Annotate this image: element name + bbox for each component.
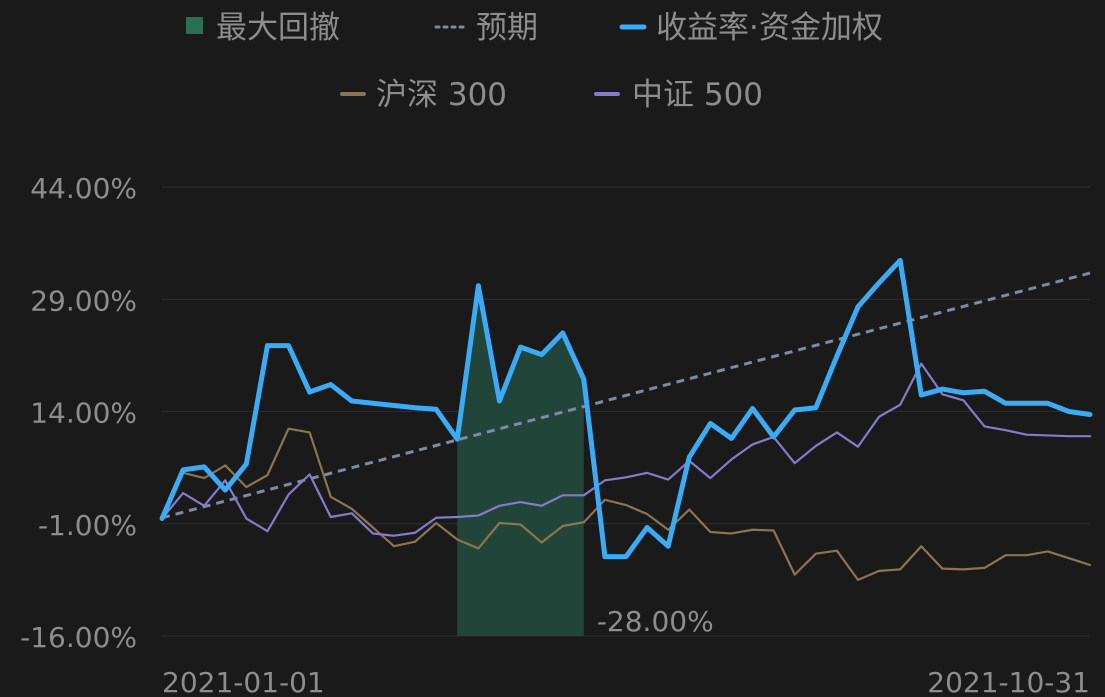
legend-item-return[interactable]: 收益率·资金加权	[619, 10, 883, 46]
legend-label-zz500: 中证 500	[632, 77, 763, 113]
y-tick-label-0: 44.00%	[30, 172, 137, 205]
gridlines	[162, 186, 1090, 637]
y-tick-label-3: -1.00%	[38, 509, 137, 542]
legend-label-expected: 预期	[476, 10, 538, 46]
legend-item-hs300[interactable]: 沪深 300	[340, 77, 507, 113]
expected-layer	[161, 271, 1091, 520]
series-line-return	[159, 257, 1093, 560]
legend-swatch-drawdown	[186, 17, 203, 34]
x-tick-label-end: 2021-10-31	[927, 666, 1090, 697]
legend-label-hs300: 沪深 300	[376, 77, 507, 113]
y-tick-label-1: 29.00%	[30, 284, 137, 317]
series-line-hs300	[160, 427, 1092, 581]
series-layer	[159, 257, 1093, 581]
y-axis: 44.00% 29.00% 14.00% -1.00% -16.00%	[20, 172, 137, 654]
series-line-zz500	[160, 362, 1092, 537]
legend-item-drawdown[interactable]: 最大回撤	[186, 10, 340, 46]
drawdown-area	[457, 285, 584, 636]
x-axis: 2021-01-01 2021-10-31	[162, 666, 1090, 697]
expected-line	[161, 271, 1091, 520]
drawdown-layer: -28.00%	[457, 285, 714, 638]
legend-item-expected[interactable]: 预期	[434, 10, 538, 46]
legend[interactable]: 最大回撤 预期 收益率·资金加权 沪深 300 中证 500	[186, 10, 883, 113]
x-tick-label-start: 2021-01-01	[162, 666, 325, 697]
y-tick-label-4: -16.00%	[20, 621, 137, 654]
legend-item-zz500[interactable]: 中证 500	[594, 77, 763, 113]
legend-label-return: 收益率·资金加权	[656, 10, 883, 46]
drawdown-value-label: -28.00%	[597, 605, 714, 638]
y-tick-label-2: 14.00%	[30, 397, 137, 430]
legend-label-drawdown: 最大回撤	[216, 10, 340, 46]
